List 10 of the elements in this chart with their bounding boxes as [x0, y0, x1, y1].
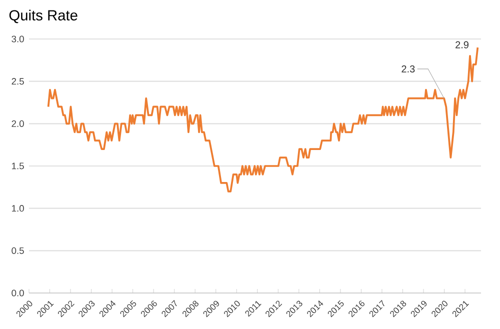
y-tick-label: 0.5: [12, 247, 24, 254]
annotation: 2.3: [402, 65, 415, 72]
y-tick-label: 1.0: [12, 205, 24, 212]
y-tick-label: 3.0: [12, 36, 24, 42]
y-tick-label: 0.0: [12, 290, 24, 296]
y-tick-label: 2.5: [12, 78, 24, 85]
annotation: 2.9: [456, 41, 468, 48]
chart-title: Quits Rate: [9, 10, 78, 24]
y-tick-label: 2.0: [12, 120, 24, 127]
y-tick-label: 1.5: [12, 162, 24, 170]
